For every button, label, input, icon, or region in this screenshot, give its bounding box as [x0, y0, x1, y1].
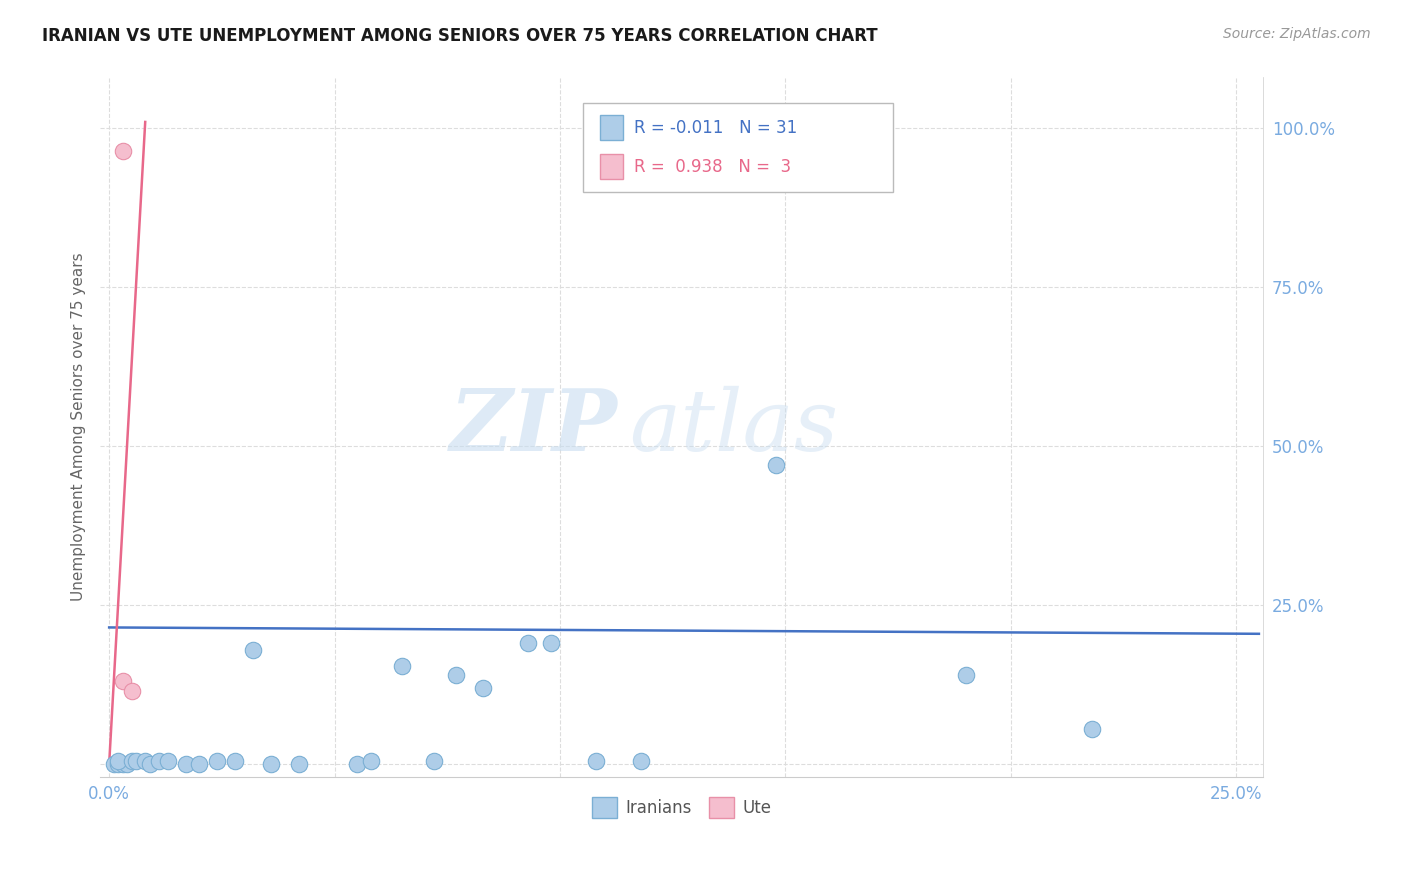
- Point: [121, 684, 143, 698]
- Point: [517, 636, 540, 650]
- Point: [207, 754, 229, 768]
- Y-axis label: Unemployment Among Seniors over 75 years: Unemployment Among Seniors over 75 years: [72, 252, 86, 601]
- Text: atlas: atlas: [630, 386, 838, 468]
- Point: [540, 636, 562, 650]
- Point: [107, 754, 129, 768]
- Point: [630, 754, 652, 768]
- Point: [138, 757, 160, 772]
- Point: [423, 754, 446, 768]
- Point: [174, 757, 197, 772]
- Point: [148, 754, 170, 768]
- Point: [156, 754, 179, 768]
- Text: Source: ZipAtlas.com: Source: ZipAtlas.com: [1223, 27, 1371, 41]
- Text: R =  0.938   N =  3: R = 0.938 N = 3: [634, 158, 792, 176]
- Point: [287, 757, 309, 772]
- Point: [103, 757, 125, 772]
- Point: [188, 757, 211, 772]
- Point: [224, 754, 246, 768]
- Point: [111, 757, 134, 772]
- Point: [111, 674, 134, 689]
- Point: [955, 668, 977, 682]
- Point: [1081, 722, 1104, 736]
- Text: ZIP: ZIP: [450, 385, 617, 469]
- Text: IRANIAN VS UTE UNEMPLOYMENT AMONG SENIORS OVER 75 YEARS CORRELATION CHART: IRANIAN VS UTE UNEMPLOYMENT AMONG SENIOR…: [42, 27, 877, 45]
- Point: [115, 757, 138, 772]
- Point: [134, 754, 156, 768]
- Point: [346, 757, 368, 772]
- Point: [360, 754, 382, 768]
- Point: [765, 458, 787, 473]
- Point: [446, 668, 468, 682]
- Point: [125, 754, 148, 768]
- Point: [121, 754, 143, 768]
- Point: [242, 642, 264, 657]
- Point: [107, 757, 129, 772]
- Point: [111, 144, 134, 158]
- Text: R = -0.011   N = 31: R = -0.011 N = 31: [634, 119, 797, 136]
- Point: [260, 757, 283, 772]
- Legend: Iranians, Ute: Iranians, Ute: [586, 791, 778, 824]
- Point: [472, 681, 495, 695]
- Point: [391, 658, 413, 673]
- Point: [585, 754, 607, 768]
